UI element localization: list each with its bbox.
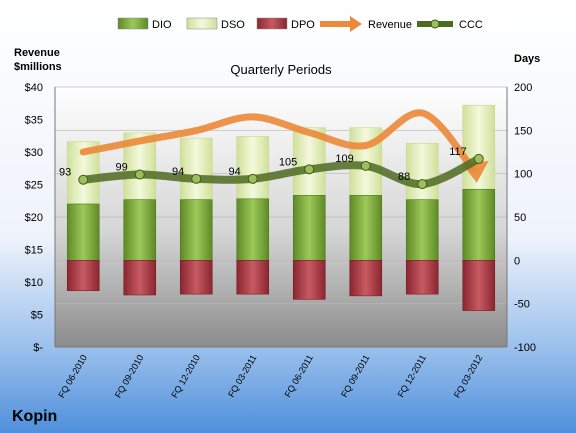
- ccc-data-label: 93: [59, 167, 71, 179]
- dpo-bar: [66, 260, 100, 291]
- right-tick-label: 0: [514, 255, 520, 267]
- legend-arrowhead: [350, 16, 362, 32]
- right-tick-label: 100: [514, 169, 532, 181]
- dso-bar: [236, 136, 270, 200]
- ccc-point: [191, 173, 202, 184]
- ccc-data-label: 88: [398, 171, 410, 183]
- dio-bar: [66, 203, 100, 261]
- legend-label: DPO: [291, 19, 315, 31]
- ccc-data-label: 94: [229, 166, 241, 178]
- ccc-point: [417, 179, 428, 190]
- legend-swatch: [186, 17, 218, 30]
- legend-item: DPO: [256, 17, 315, 31]
- dpo-bar: [292, 260, 326, 300]
- ccc-point: [473, 153, 484, 164]
- legend-item: DSO: [186, 17, 245, 31]
- ccc-point: [247, 173, 258, 184]
- company-name: Kopin: [12, 408, 57, 425]
- dpo-bar: [236, 260, 270, 295]
- dpo-bar: [462, 260, 496, 311]
- right-axis-title: Days: [514, 53, 540, 65]
- right-tick-label: 50: [514, 212, 526, 224]
- ccc-point: [304, 164, 315, 175]
- left-axis-title-line2: $millions: [14, 61, 62, 73]
- ccc-series: 93 99 94 94 105 109 88 117: [59, 146, 484, 190]
- legend-label: DIO: [152, 19, 172, 31]
- legend-item: CCC: [417, 19, 483, 31]
- ccc-data-label: 109: [335, 153, 353, 165]
- dso-bar: [179, 137, 213, 200]
- legend-label: CCC: [459, 19, 483, 31]
- legend: DIO DSO DPO Revenue CCC: [117, 16, 483, 32]
- legend-label: DSO: [221, 19, 245, 31]
- legend-label: Revenue: [368, 19, 412, 31]
- ccc-data-label: 105: [279, 156, 297, 168]
- right-tick-label: -100: [514, 342, 536, 354]
- chart-title: Quarterly Periods: [230, 62, 332, 77]
- dio-bar: [236, 198, 270, 261]
- dpo-bar: [123, 260, 157, 296]
- left-tick-label: $30: [25, 147, 43, 159]
- right-tick-label: 200: [514, 82, 532, 94]
- dso-bar: [405, 143, 439, 200]
- left-tick-label: $5: [31, 310, 43, 322]
- legend-item: Revenue: [320, 16, 412, 32]
- left-axis-title-line1: Revenue: [14, 47, 60, 59]
- left-tick-label: $25: [25, 180, 43, 192]
- left-tick-label: $10: [25, 277, 43, 289]
- ccc-point: [78, 174, 89, 185]
- left-tick-label: $15: [25, 245, 43, 257]
- right-tick-label: 150: [514, 125, 532, 137]
- ccc-point: [360, 160, 371, 171]
- dio-bar: [349, 195, 383, 261]
- bars: [66, 104, 496, 311]
- dio-bar: [405, 199, 439, 261]
- ccc-data-label: 117: [449, 146, 467, 158]
- dio-bar: [462, 188, 496, 261]
- legend-marker: [430, 19, 440, 29]
- ccc-data-label: 94: [172, 166, 184, 178]
- ccc-data-label: 99: [116, 162, 128, 174]
- dpo-bar: [349, 260, 383, 297]
- legend-swatch: [256, 17, 288, 30]
- right-tick-label: -50: [514, 299, 530, 311]
- left-tick-label: $40: [25, 82, 43, 94]
- legend-swatch: [117, 17, 149, 30]
- ccc-point: [134, 169, 145, 180]
- dpo-bar: [179, 260, 213, 295]
- dpo-bar: [405, 260, 439, 295]
- revenue-line: [79, 109, 477, 173]
- dio-bar: [123, 199, 157, 261]
- left-tick-label: $20: [25, 212, 43, 224]
- dio-bar: [292, 195, 326, 261]
- left-tick-label: $35: [25, 115, 43, 127]
- legend-item: DIO: [117, 17, 172, 31]
- dio-bar: [179, 199, 213, 261]
- left-tick-label: $-: [33, 342, 43, 354]
